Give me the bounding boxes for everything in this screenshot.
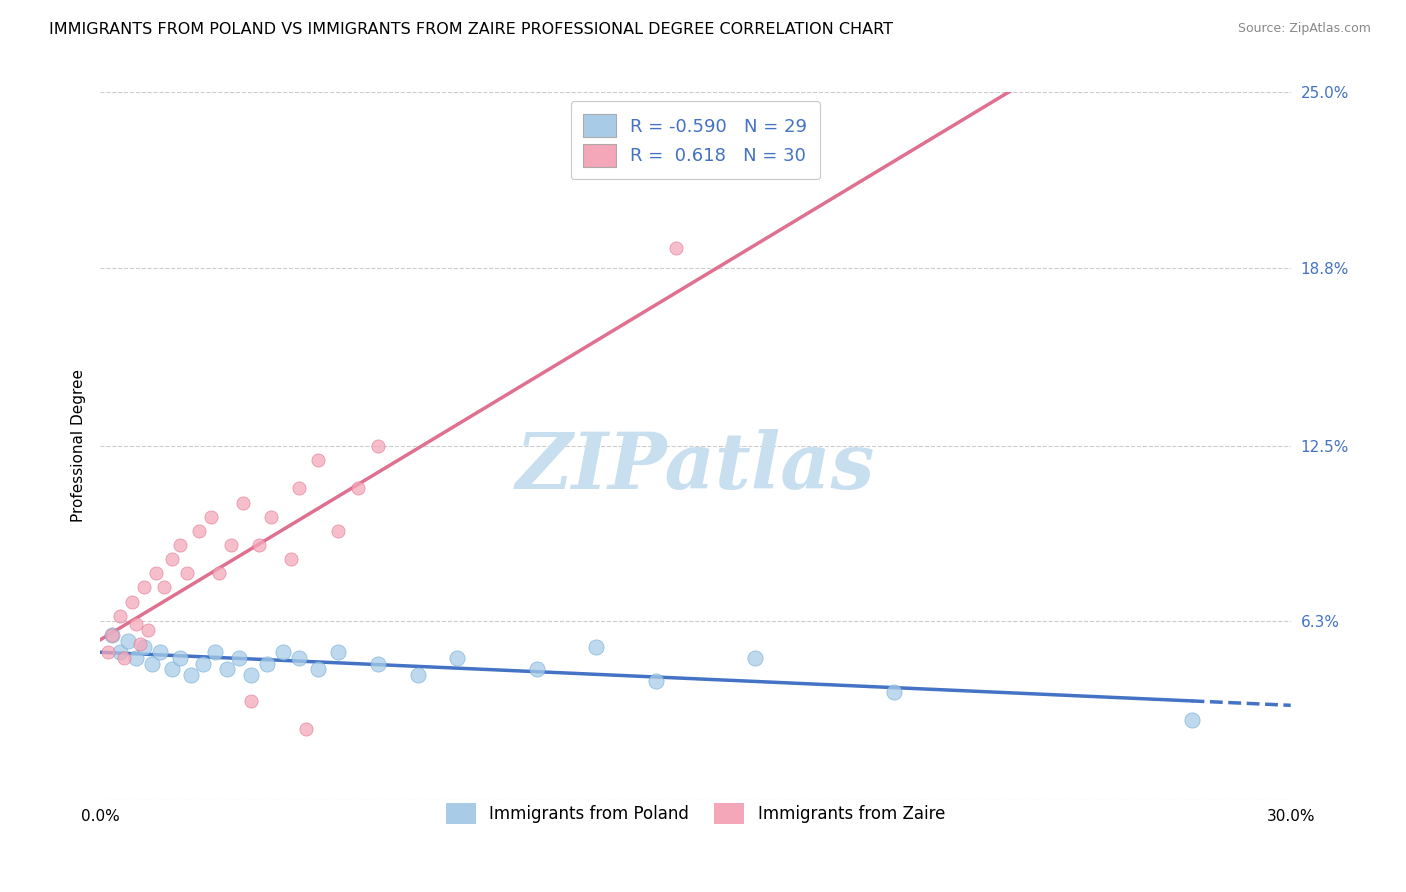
Point (132, 580, 155, 594)
Point (121, 594, 143, 608)
Point (328, 524, 350, 538)
Point (217, 662, 239, 676)
Point (883, 685, 905, 699)
Point (328, 645, 350, 659)
Point (141, 657, 163, 671)
Point (188, 524, 211, 538)
Point (287, 482, 309, 496)
Point (280, 552, 302, 566)
Point (108, 645, 131, 659)
Point (136, 623, 159, 637)
Point (204, 645, 226, 659)
Legend: Immigrants from Poland, Immigrants from Zaire: Immigrants from Poland, Immigrants from … (436, 793, 955, 834)
Point (307, 453, 329, 467)
Point (208, 566, 231, 581)
Point (112, 651, 135, 665)
Point (744, 651, 766, 665)
Point (347, 482, 370, 496)
Point (160, 552, 183, 566)
Point (307, 662, 329, 676)
Point (145, 566, 167, 581)
Point (97, 645, 120, 659)
Point (160, 662, 183, 676)
Point (664, 241, 686, 255)
Text: IMMIGRANTS FROM POLAND VS IMMIGRANTS FROM ZAIRE PROFESSIONAL DEGREE CORRELATION : IMMIGRANTS FROM POLAND VS IMMIGRANTS FRO… (49, 22, 893, 37)
Point (176, 566, 198, 581)
Point (232, 495, 254, 509)
Text: Source: ZipAtlas.com: Source: ZipAtlas.com (1237, 22, 1371, 36)
Point (644, 673, 666, 688)
Point (287, 651, 309, 665)
Point (1180, 714, 1202, 728)
Point (219, 538, 242, 552)
Point (101, 628, 124, 642)
Point (271, 645, 294, 659)
Point (256, 657, 278, 671)
Point (169, 651, 191, 665)
Point (117, 634, 139, 648)
Point (149, 645, 172, 659)
Point (295, 722, 318, 736)
Point (239, 668, 262, 682)
Point (585, 640, 607, 654)
Point (128, 637, 150, 651)
Point (260, 509, 283, 524)
Point (367, 439, 389, 453)
Point (446, 651, 468, 665)
Point (125, 651, 148, 665)
Point (108, 608, 131, 623)
Point (125, 617, 148, 632)
Point (367, 657, 389, 671)
Point (169, 538, 191, 552)
Point (132, 640, 155, 654)
Text: ZIPatlas: ZIPatlas (516, 429, 875, 506)
Point (526, 662, 548, 676)
Point (406, 668, 429, 682)
Point (152, 580, 174, 594)
Point (200, 509, 222, 524)
Point (193, 657, 215, 671)
Point (228, 651, 250, 665)
Point (180, 668, 202, 682)
Point (101, 628, 124, 642)
Y-axis label: Professional Degree: Professional Degree (72, 369, 86, 523)
Point (239, 693, 262, 707)
Point (247, 538, 270, 552)
